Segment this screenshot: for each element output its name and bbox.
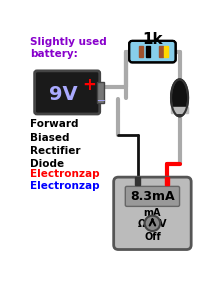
Text: mA: mA xyxy=(144,208,161,218)
Circle shape xyxy=(145,216,160,231)
FancyBboxPatch shape xyxy=(114,177,191,249)
Bar xyxy=(146,46,150,57)
Text: Ω: Ω xyxy=(138,219,146,229)
FancyBboxPatch shape xyxy=(97,82,104,103)
Text: 8.3mA: 8.3mA xyxy=(130,190,175,203)
Text: Electronzap: Electronzap xyxy=(30,181,100,191)
Bar xyxy=(152,46,156,57)
FancyBboxPatch shape xyxy=(35,71,100,114)
Bar xyxy=(139,46,143,57)
Text: Off: Off xyxy=(144,232,161,242)
FancyBboxPatch shape xyxy=(129,41,176,62)
Text: V: V xyxy=(159,219,166,229)
Bar xyxy=(165,177,169,185)
Text: ─: ─ xyxy=(97,95,104,105)
Text: Forward
Biased
Rectifier
Diode: Forward Biased Rectifier Diode xyxy=(30,119,80,169)
Text: Electronzap: Electronzap xyxy=(30,169,100,179)
FancyBboxPatch shape xyxy=(125,186,180,206)
Bar xyxy=(171,107,188,113)
Text: +: + xyxy=(82,76,96,94)
Text: Slightly used
battery:: Slightly used battery: xyxy=(30,37,107,60)
Bar xyxy=(159,46,163,57)
Ellipse shape xyxy=(171,79,188,116)
Text: 1k: 1k xyxy=(142,32,163,47)
Text: 9V: 9V xyxy=(49,85,78,104)
Bar xyxy=(164,46,168,57)
Bar xyxy=(135,177,140,185)
